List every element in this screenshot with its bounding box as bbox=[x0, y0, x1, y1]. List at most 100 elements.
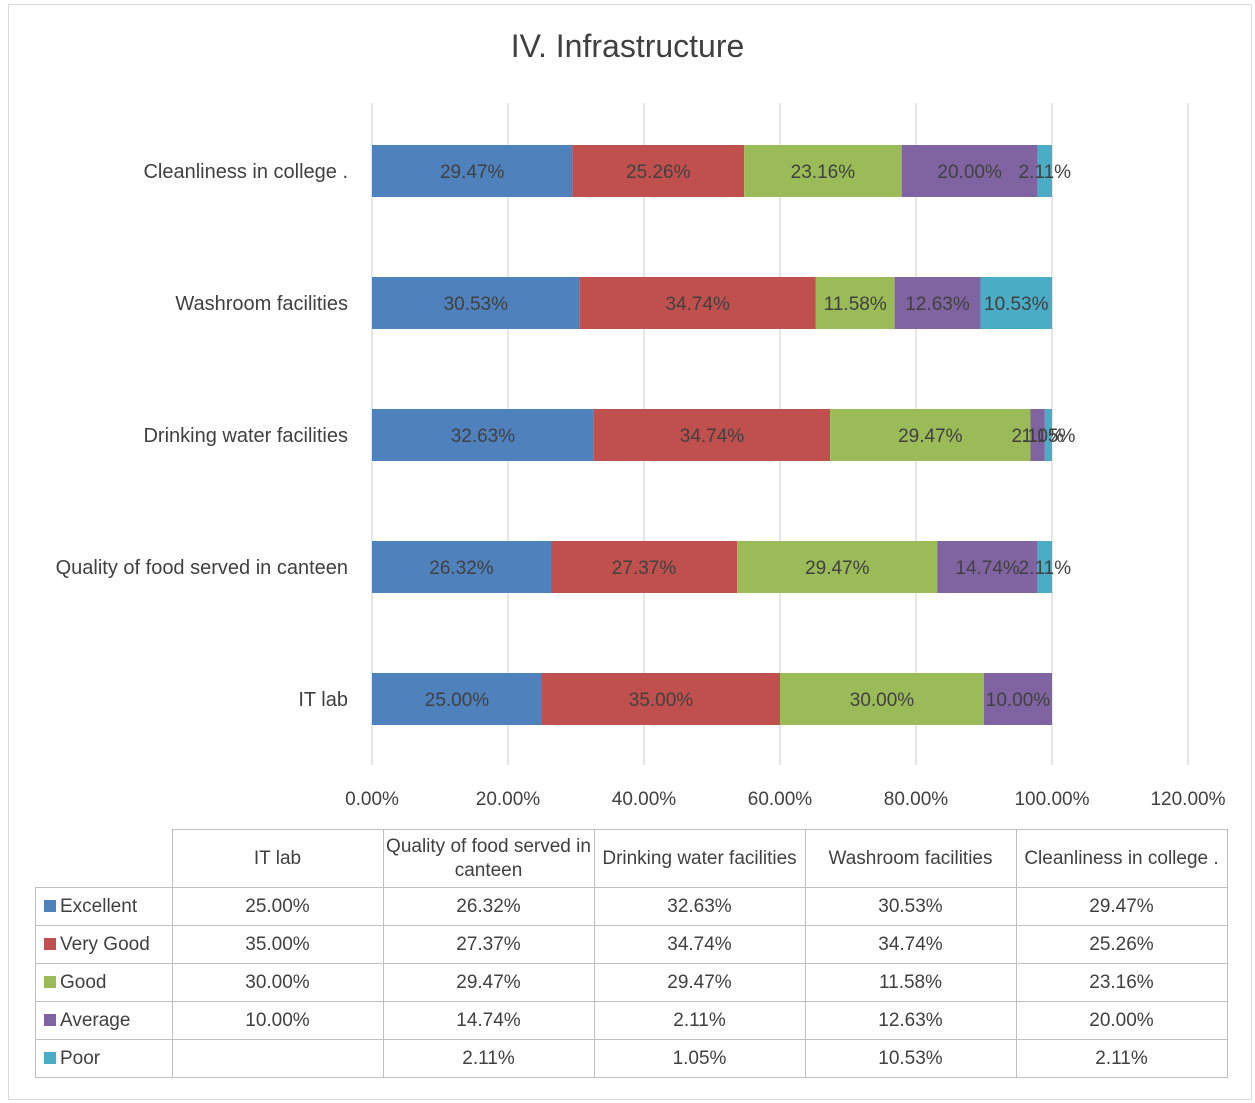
table-row: Excellent 25.00% 26.32% 32.63% 30.53% 29.47% bbox=[35, 887, 1228, 926]
bar-segment bbox=[984, 673, 1052, 725]
data-label: 10.00% bbox=[986, 690, 1051, 711]
bar-segment bbox=[1030, 409, 1045, 461]
x-tick-label: 80.00% bbox=[884, 789, 949, 810]
x-tick-label: 20.00% bbox=[476, 789, 541, 810]
x-tick-label: 120.00% bbox=[1150, 789, 1225, 810]
chart-plot-area: 0.00% 20.00% 40.00% 60.00% 80.00% 100.00% 120.… bbox=[56, 103, 1226, 810]
legend-swatch bbox=[44, 1051, 56, 1064]
bar-segment bbox=[579, 277, 816, 329]
category-label: IT lab bbox=[298, 689, 348, 711]
table-cell: 25.26% bbox=[1015, 925, 1228, 964]
bar-segment bbox=[1037, 145, 1052, 197]
table-row: Good 30.00% 29.47% 29.47% 11.58% 23.16% bbox=[35, 963, 1228, 1002]
data-label: 32.63% bbox=[451, 426, 516, 447]
data-label: 23.16% bbox=[791, 162, 856, 183]
table-cell: 35.00% bbox=[171, 925, 384, 964]
x-tick-label: 100.00% bbox=[1014, 789, 1089, 810]
table-header: IT lab bbox=[171, 829, 384, 888]
table-cell: 29.47% bbox=[382, 963, 595, 1002]
legend-label: Very Good bbox=[60, 933, 150, 955]
data-label: 27.37% bbox=[612, 558, 677, 579]
x-tick-label: 40.00% bbox=[612, 789, 677, 810]
data-table: IT lab Quality of food served in canteen… bbox=[35, 829, 1228, 1078]
x-tick-label: 0.00% bbox=[345, 789, 399, 810]
data-label: 26.32% bbox=[429, 558, 494, 579]
bar-segment bbox=[372, 145, 573, 197]
data-label: 34.74% bbox=[680, 426, 745, 447]
bar-segment bbox=[542, 673, 780, 725]
bar-segment bbox=[1037, 541, 1053, 593]
legend-entry: Good bbox=[35, 963, 173, 1002]
table-cell: 14.74% bbox=[382, 1001, 595, 1040]
legend-swatch bbox=[44, 1013, 56, 1026]
table-body: Excellent 25.00% 26.32% 32.63% 30.53% 29.47% V… bbox=[35, 887, 1228, 1078]
table-cell: 34.74% bbox=[593, 925, 806, 964]
table-cell: 29.47% bbox=[1015, 887, 1228, 926]
bar-segment bbox=[980, 277, 1053, 329]
table-header: Quality of food served in canteen bbox=[382, 829, 595, 888]
bar-segment bbox=[901, 145, 1038, 197]
legend-swatch bbox=[44, 899, 56, 912]
bar-segment bbox=[1044, 409, 1052, 461]
category-label: Quality of food served in canteen bbox=[56, 557, 348, 579]
data-label: 12.63% bbox=[905, 294, 970, 315]
data-label: 30.00% bbox=[850, 690, 915, 711]
bar-segment bbox=[830, 409, 1031, 461]
bar-segment bbox=[550, 541, 738, 593]
legend-label: Average bbox=[60, 1009, 131, 1031]
table-cell: 12.63% bbox=[804, 1001, 1017, 1040]
data-label: 1.05% bbox=[1021, 426, 1075, 447]
data-label: 20.00% bbox=[937, 162, 1002, 183]
legend-swatch bbox=[44, 937, 56, 950]
bar-segment bbox=[894, 277, 981, 329]
bar-segment bbox=[815, 277, 895, 329]
legend-entry: Very Good bbox=[35, 925, 173, 964]
table-cell: 34.74% bbox=[804, 925, 1017, 964]
table-cell: 26.32% bbox=[382, 887, 595, 926]
table-cell: 32.63% bbox=[593, 887, 806, 926]
table-cell: 20.00% bbox=[1015, 1001, 1228, 1040]
legend-swatch bbox=[44, 975, 56, 988]
category-label: Cleanliness in college . bbox=[143, 161, 348, 183]
data-label: 11.58% bbox=[824, 294, 887, 315]
data-label: 29.47% bbox=[440, 162, 505, 183]
table-cell: 2.11% bbox=[1015, 1039, 1228, 1078]
table-cell: 29.47% bbox=[593, 963, 806, 1002]
legend-label: Good bbox=[60, 971, 107, 993]
legend-label: Excellent bbox=[60, 895, 138, 917]
table-cell: 30.00% bbox=[171, 963, 384, 1002]
table-row: Very Good 35.00% 27.37% 34.74% 34.74% 25.26% bbox=[35, 925, 1228, 964]
table-cell: 2.11% bbox=[593, 1001, 806, 1040]
bar-segment bbox=[780, 673, 984, 725]
data-label: 30.53% bbox=[444, 294, 509, 315]
table-header: Washroom facilities bbox=[804, 829, 1017, 888]
data-label: 34.74% bbox=[665, 294, 730, 315]
table-cell: 27.37% bbox=[382, 925, 595, 964]
table-cell: 30.53% bbox=[804, 887, 1017, 926]
data-label: 2.11% bbox=[1019, 558, 1072, 579]
bar-segment bbox=[372, 277, 580, 329]
table-cell: 25.00% bbox=[171, 887, 384, 926]
data-label: 2.11% bbox=[1019, 162, 1072, 183]
table-header: Drinking water facilities bbox=[593, 829, 806, 888]
x-tick-label: 60.00% bbox=[748, 789, 813, 810]
table-cell: 23.16% bbox=[1015, 963, 1228, 1002]
legend-entry: Poor bbox=[35, 1039, 173, 1078]
legend-entry: Excellent bbox=[35, 887, 173, 926]
category-label: Drinking water facilities bbox=[143, 425, 348, 447]
table-cell: 10.00% bbox=[171, 1001, 384, 1040]
data-label: 14.74% bbox=[955, 558, 1020, 579]
bar-segment bbox=[372, 673, 542, 725]
bar-segment bbox=[737, 541, 938, 593]
bar-segment bbox=[593, 409, 831, 461]
data-label: 29.47% bbox=[898, 426, 963, 447]
data-label: 29.47% bbox=[805, 558, 870, 579]
table-cell: 11.58% bbox=[804, 963, 1017, 1002]
table-row: Poor 2.11% 1.05% 10.53% 2.11% bbox=[35, 1039, 1228, 1078]
bar-segment bbox=[937, 541, 1038, 593]
bar-segment bbox=[372, 409, 594, 461]
data-label: 35.00% bbox=[629, 690, 694, 711]
chart-title: IV. Infrastructure bbox=[510, 28, 745, 64]
bar-segment bbox=[744, 145, 902, 197]
table-header: Cleanliness in college . bbox=[1015, 829, 1228, 888]
